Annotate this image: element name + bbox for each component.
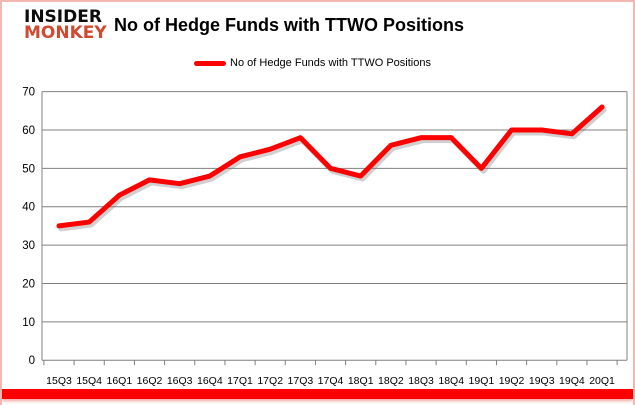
x-axis-label: 16Q2 [137,375,163,387]
x-axis-label: 18Q3 [408,375,434,387]
x-axis-label: 19Q4 [559,375,585,387]
legend-label: No of Hedge Funds with TTWO Positions [230,57,431,69]
logo-word-insider: INSIDER [24,7,102,27]
chart-title: No of Hedge Funds with TTWO Positions [114,15,464,35]
x-axis-label: 19Q2 [499,375,525,387]
y-axis-label: 60 [22,125,35,137]
x-axis-label: 18Q1 [348,375,374,387]
x-axis-label: 17Q2 [257,375,283,387]
legend-line-swatch [194,60,227,66]
x-axis-label: 16Q4 [197,375,223,387]
x-axis-label: 19Q3 [529,375,555,387]
y-axis-label: 40 [22,202,35,214]
x-axis-label: 15Q4 [76,375,102,387]
y-axis-label: 20 [22,278,35,290]
bottom-red-bar [2,389,633,399]
y-axis-label: 70 [22,87,35,99]
x-axis-label: 18Q4 [438,375,464,387]
y-axis-label: 0 [29,355,35,367]
y-axis-label: 10 [22,317,35,329]
x-axis-label: 20Q1 [589,375,615,387]
x-axis-label: 17Q4 [318,375,344,387]
x-axis-label: 18Q2 [378,375,404,387]
y-axis-label: 50 [22,163,35,175]
logo-word-monkey: MONKEY [24,23,107,43]
x-axis-label: 16Q1 [106,375,132,387]
x-axis-label: 15Q3 [46,375,72,387]
x-axis-label: 16Q3 [167,375,193,387]
x-axis-label: 17Q3 [288,375,314,387]
y-axis-label: 30 [22,240,35,252]
x-axis-label: 17Q1 [227,375,253,387]
series-line [56,104,605,229]
insider-monkey-logo: INSIDER MONKEY [24,7,107,43]
x-axis-label: 19Q1 [469,375,495,387]
legend: No of Hedge Funds with TTWO Positions [2,57,623,69]
